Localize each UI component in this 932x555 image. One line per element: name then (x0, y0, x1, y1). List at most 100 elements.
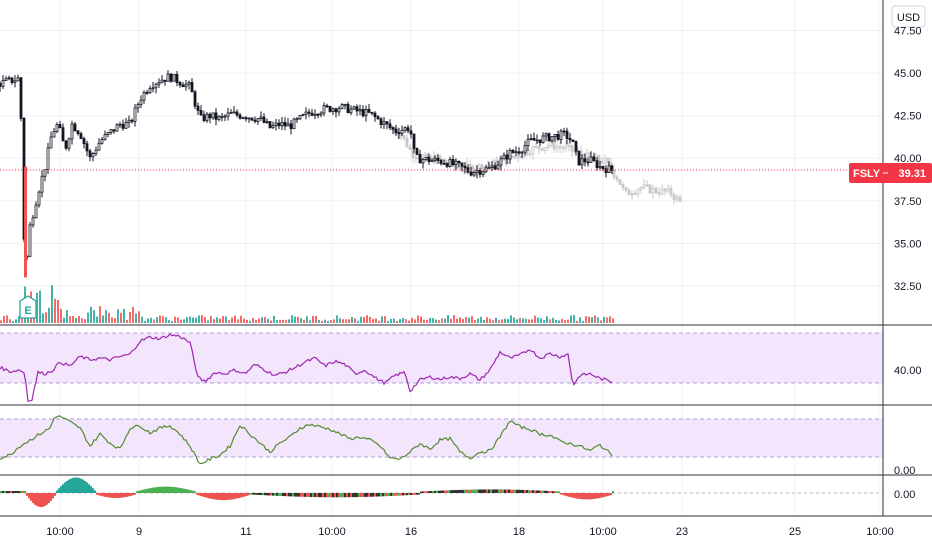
volume-bar (426, 319, 428, 323)
volume-bar (48, 307, 50, 323)
volume-bar (393, 318, 395, 323)
histogram-bar (234, 493, 236, 499)
ghost-candle-body (528, 153, 532, 156)
price-candle-body (400, 129, 404, 134)
histogram-bar (14, 491, 16, 493)
histogram-bar (582, 493, 584, 500)
ghost-candle-body (672, 194, 676, 200)
ghost-candle-body (654, 187, 658, 193)
histogram-bar (148, 488, 150, 493)
volume-bar (231, 317, 233, 323)
price-candle-body (502, 154, 506, 160)
histogram-bar (48, 493, 50, 503)
ghost-candle-body (615, 176, 619, 180)
ghost-candle-body (477, 164, 481, 171)
price-candle-body (241, 117, 245, 120)
price-candle-body (34, 204, 38, 219)
price-candle-body (592, 156, 596, 162)
histogram-bar (458, 489, 460, 493)
histogram-bar (496, 489, 498, 493)
histogram-bar (324, 493, 326, 498)
ghost-candle-body (618, 179, 622, 185)
ghost-candle-body (531, 146, 535, 155)
price-candle-body (589, 156, 593, 163)
volume-bar (81, 318, 83, 323)
ghost-candle-body (621, 184, 625, 188)
ghost-candle-body (444, 159, 448, 164)
price-candle-body (376, 116, 380, 120)
histogram-bar (332, 493, 334, 498)
histogram-bar (238, 493, 240, 499)
histogram-bar (446, 490, 448, 493)
earnings-marker[interactable]: E (19, 295, 37, 319)
price-candle-body (481, 171, 485, 175)
volume-bar (141, 316, 143, 323)
time-axis[interactable]: 10:00 9 11 10:00 16 18 10:00 23 25 10:00 (46, 526, 894, 538)
histogram-bar (518, 489, 520, 493)
price-candle-body (301, 114, 305, 116)
histogram-bar (184, 488, 186, 493)
osc-band (0, 419, 883, 457)
volume-bar (462, 318, 464, 323)
histogram-bar (564, 493, 566, 496)
price-axis[interactable]: 47.50 45.00 42.50 40.00 37.50 35.00 32.50 (894, 26, 922, 293)
ghost-candle-body (663, 188, 667, 192)
histogram-bar (64, 482, 66, 493)
price-candle-body (517, 151, 521, 154)
histogram-bar (352, 493, 354, 498)
price-candle-body (412, 133, 416, 149)
histogram-bar (68, 479, 70, 493)
histogram-bar (596, 493, 598, 499)
histogram-bar (598, 493, 600, 499)
volume-bar (282, 319, 284, 323)
volume-bar (111, 317, 113, 323)
price-candle-body (559, 130, 563, 140)
histogram-bar (146, 488, 148, 493)
histogram-bar (136, 491, 138, 493)
histogram-bar (222, 493, 224, 501)
histogram-bar (334, 493, 336, 498)
histogram-bar (4, 491, 6, 493)
volume-bar (78, 316, 80, 323)
price-candle-body (304, 111, 308, 115)
volume-bar (222, 316, 224, 323)
price-tick-label: 42.50 (894, 111, 922, 123)
price-candle-body (151, 87, 155, 90)
price-candle-body (0, 82, 2, 87)
histogram-bar (254, 493, 256, 495)
ghost-candle-body (660, 188, 664, 195)
histogram-bar (398, 493, 400, 496)
volume-bar (75, 317, 77, 323)
histogram-bar (532, 490, 534, 493)
histogram-bar (78, 477, 80, 493)
histogram-bar (82, 479, 84, 493)
histogram-bar (196, 493, 198, 495)
volume-bar (513, 317, 515, 323)
histogram-bar (286, 493, 288, 497)
histogram-bar (486, 489, 488, 493)
histogram-bar (450, 490, 452, 493)
histogram-bar (62, 484, 64, 493)
price-candle-body (541, 135, 545, 143)
volume-bar (63, 317, 65, 323)
price-candle-body (265, 121, 269, 123)
price-candle-body (544, 133, 548, 137)
price-candle-body (379, 118, 383, 125)
ghost-candle-body (639, 187, 643, 190)
volume-bar (84, 319, 86, 323)
price-candle-body (586, 161, 590, 164)
histogram-bar (444, 490, 446, 493)
price-candle-body (475, 170, 479, 173)
price-candle-body (424, 156, 428, 160)
volume-bar (108, 312, 110, 323)
histogram-bar (176, 487, 178, 493)
histogram-bar (236, 493, 238, 499)
histogram-bar (576, 493, 578, 499)
volume-bar (102, 315, 104, 323)
price-candle-body (427, 156, 431, 163)
currency-button[interactable]: USD (891, 5, 926, 28)
histogram-bar (328, 493, 330, 498)
histogram-bar (588, 493, 590, 500)
histogram-bar (434, 490, 436, 493)
histogram-bar (508, 489, 510, 493)
